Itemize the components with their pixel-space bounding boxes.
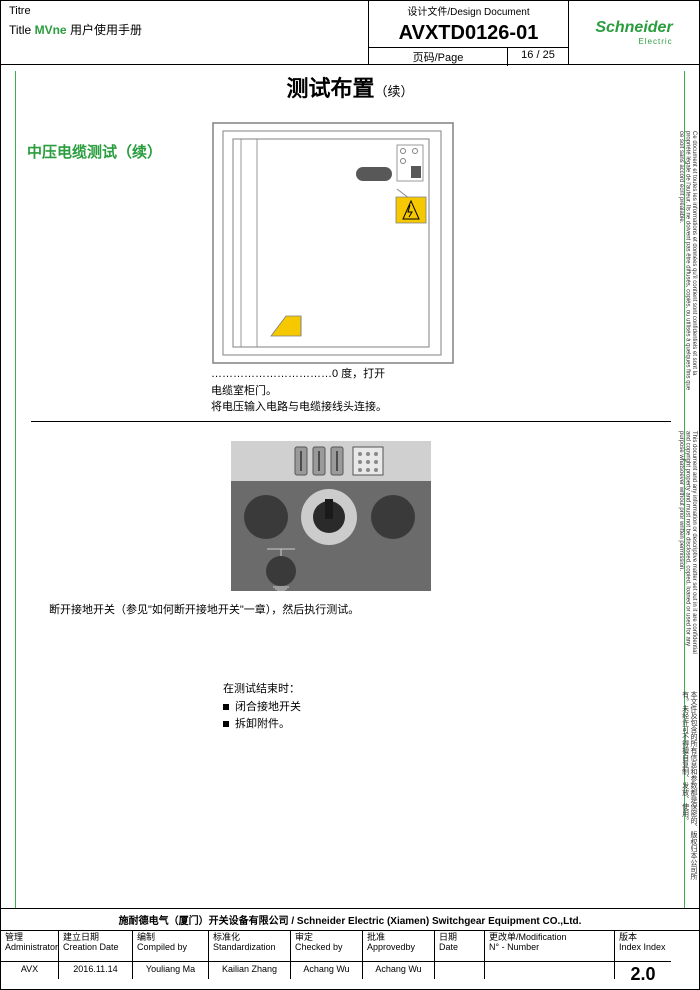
legal-text-cn: 本文件及包含的所有信息和参数都是保密的、版权归本公司所有。未经许可不得擅自复制、… xyxy=(680,691,697,891)
company-name: 施耐德电气（厦门）开关设备有限公司 / Schneider Electric (… xyxy=(1,909,699,931)
document-page: Titre Title MVne 用户使用手册 设计文件/Design Docu… xyxy=(0,0,700,990)
footer-col-value: 2016.11.14 xyxy=(59,961,132,979)
header-docnum-block: 设计文件/Design Document AVXTD0126-01 页码/Pag… xyxy=(369,1,569,64)
section-title: 中压电缆测试（续） xyxy=(27,141,162,162)
footer-col-value xyxy=(485,961,614,979)
footer-col-value: Youliang Ma xyxy=(133,961,208,979)
body-area: 测试布置（续） 中压电缆测试（续） ……………………………0 度，打开 电缆室柜… xyxy=(1,71,699,909)
text1-line3: 将电压输入电路与电缆接线头连接。 xyxy=(211,399,387,416)
text1-line2: 电缆室柜门。 xyxy=(211,383,387,400)
footer-col-head: 更改单/Modification N° - Number xyxy=(485,931,614,961)
titre-label: Titre xyxy=(9,5,360,17)
footer-col: 日期 Date xyxy=(435,931,485,979)
footer-col-head: 标准化 Standardization xyxy=(209,931,290,961)
header-title-block: Titre Title MVne 用户使用手册 xyxy=(1,1,369,64)
divider-line xyxy=(31,421,671,422)
footer-col-value: Kailian Zhang xyxy=(209,961,290,979)
footer-col-head: 管理 Administrator xyxy=(1,931,58,961)
instruction-text-2: 断开接地开关（参见"如何断开接地开关"一章），然后执行测试。 xyxy=(49,601,359,617)
footer-col: 管理 AdministratorAVX xyxy=(1,931,59,979)
footer-col-head: 建立日期 Creation Date xyxy=(59,931,132,961)
legal-text-en: This document and any information or des… xyxy=(677,431,697,661)
footer-col: 审定 Checked byAchang Wu xyxy=(291,931,363,979)
footer-col-head: 日期 Date xyxy=(435,931,484,961)
footer-col: 编制 Compiled byYouliang Ma xyxy=(133,931,209,979)
header: Titre Title MVne 用户使用手册 设计文件/Design Docu… xyxy=(1,1,699,65)
title-line: Title MVne 用户使用手册 xyxy=(9,21,360,38)
text1-line1: ……………………………0 度，打开 xyxy=(211,366,387,383)
title-suffix: 用户使用手册 xyxy=(70,23,142,37)
footer-col: 标准化 StandardizationKailian Zhang xyxy=(209,931,291,979)
cabinet-diagram xyxy=(211,121,456,366)
footer-col-head: 编制 Compiled by xyxy=(133,931,208,961)
legal-text-fr: Ce document et toutes les informations e… xyxy=(677,131,697,391)
control-panel-diagram xyxy=(231,441,431,591)
text3-head: 在测试结束时： xyxy=(223,681,301,699)
footer-col-head: 版本 Index Index xyxy=(615,931,671,961)
instruction-text-1: ……………………………0 度，打开 电缆室柜门。 将电压输入电路与电缆接线头连接… xyxy=(211,366,387,416)
footer-col-value: AVX xyxy=(1,961,58,979)
footer-col-head: 批准 Approvedby xyxy=(363,931,434,961)
footer-col-value: Achang Wu xyxy=(363,961,434,979)
footer-col-value xyxy=(435,961,484,979)
design-doc-label: 设计文件/Design Document xyxy=(369,1,568,20)
footer-col: 更改单/Modification N° - Number xyxy=(485,931,615,979)
title-label: Title xyxy=(9,23,31,37)
brand-name: Schneider xyxy=(595,19,672,37)
header-logo-block: Schneider Electric xyxy=(569,1,699,64)
brand-sub: Electric xyxy=(595,37,672,46)
bullet-icon xyxy=(223,704,229,710)
footer-col-head: 审定 Checked by xyxy=(291,931,362,961)
page-row: 页码/Page 16 / 25 xyxy=(369,47,568,66)
mvne-brand: MVne xyxy=(35,23,67,37)
text3-bullet1: 闭合接地开关 xyxy=(223,699,301,717)
instruction-text-3: 在测试结束时： 闭合接地开关 拆卸附件。 xyxy=(223,681,301,734)
bullet-icon xyxy=(223,721,229,727)
footer-col: 版本 Index Index2.0 xyxy=(615,931,671,979)
footer-col: 建立日期 Creation Date2016.11.14 xyxy=(59,931,133,979)
text3-bullet2: 拆卸附件。 xyxy=(223,716,301,734)
page-label: 页码/Page xyxy=(369,48,508,66)
schneider-logo: Schneider Electric xyxy=(595,19,672,46)
page-number: 16 / 25 xyxy=(508,48,568,66)
footer-col-value: Achang Wu xyxy=(291,961,362,979)
footer-col-value: 2.0 xyxy=(615,961,671,979)
footer-table: 管理 AdministratorAVX建立日期 Creation Date201… xyxy=(1,931,699,979)
doc-number: AVXTD0126-01 xyxy=(369,20,568,47)
footer-col: 批准 ApprovedbyAchang Wu xyxy=(363,931,435,979)
